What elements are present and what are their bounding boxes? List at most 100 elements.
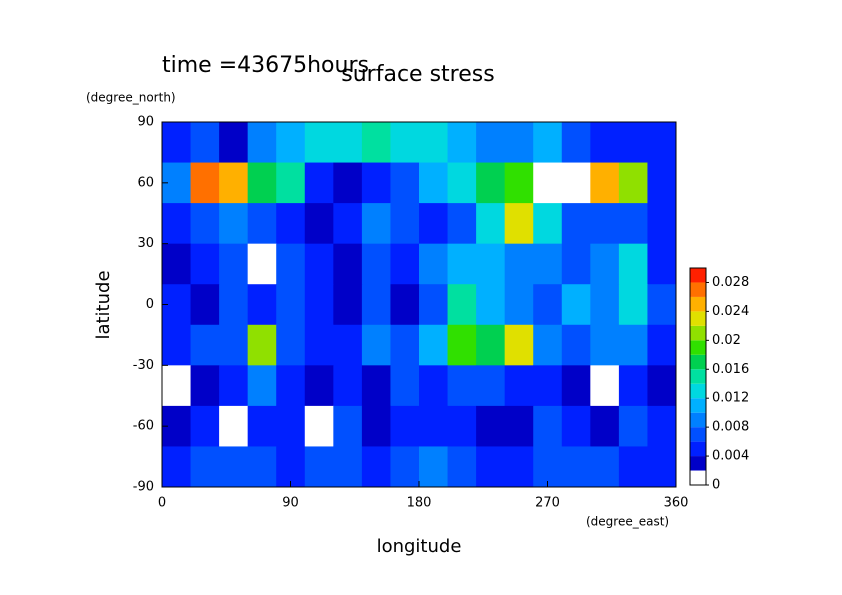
- field-cell: [190, 324, 220, 366]
- x-tick-label: 270: [535, 496, 560, 511]
- y-axis-label: latitude: [93, 270, 114, 339]
- field-cell: [390, 284, 420, 326]
- field-cell: [247, 365, 277, 407]
- field-cell: [361, 284, 391, 326]
- field-cell: [618, 405, 648, 447]
- field-cell: [419, 243, 449, 285]
- colorbar-tick-label: 0.008: [712, 420, 749, 435]
- field-cell: [533, 365, 563, 407]
- field-cell: [476, 405, 506, 447]
- field-cell: [647, 365, 677, 407]
- field-cell: [162, 446, 192, 488]
- colorbar-tick-label: 0.028: [712, 275, 749, 290]
- field-cell: [190, 365, 220, 407]
- field-cell: [219, 284, 249, 326]
- x-axis-label: longitude: [377, 536, 462, 557]
- colorbar-band: [690, 282, 706, 297]
- colorbar-tick-label: 0.02: [712, 333, 741, 348]
- field-cell: [618, 365, 648, 407]
- field-cell: [276, 243, 306, 285]
- field-cell: [219, 122, 249, 164]
- field-cell: [504, 203, 534, 245]
- field-cell: [304, 284, 334, 326]
- field-cell: [533, 405, 563, 447]
- field-cell: [618, 324, 648, 366]
- field-cell: [247, 446, 277, 488]
- colorbar-tick-label: 0.004: [712, 449, 749, 464]
- y-tick-label: -30: [133, 358, 154, 373]
- field-cell: [247, 284, 277, 326]
- field-cell: [361, 446, 391, 488]
- field-cell: [333, 243, 363, 285]
- y-tick-label: -60: [133, 419, 154, 434]
- field-cell: [304, 446, 334, 488]
- field-cell: [304, 203, 334, 245]
- x-tick-label: 90: [282, 496, 299, 511]
- y-tick-label: 30: [137, 236, 154, 251]
- colorbar-band: [690, 268, 706, 283]
- field-cell: [504, 122, 534, 164]
- field-cell: [333, 365, 363, 407]
- field-cell: [561, 405, 591, 447]
- field-cell: [504, 284, 534, 326]
- field-cell: [590, 284, 620, 326]
- colorbar-tick-label: 0.024: [712, 304, 749, 319]
- field-cell: [504, 405, 534, 447]
- field: [162, 122, 677, 488]
- colorbar-band: [690, 340, 706, 355]
- field-cell: [504, 243, 534, 285]
- field-cell: [561, 284, 591, 326]
- colorbar-band: [690, 325, 706, 341]
- y-unit: (degree_north): [86, 91, 176, 105]
- field-cell: [276, 365, 306, 407]
- field-cell: [476, 162, 506, 204]
- colorbar-frame: [689, 267, 707, 486]
- field-cell: [533, 446, 563, 488]
- field-cell: [561, 365, 591, 407]
- field-cell: [476, 284, 506, 326]
- field-cell: [476, 446, 506, 488]
- field-cell: [219, 365, 249, 407]
- field-cell: [390, 324, 420, 366]
- field-cell: [190, 122, 220, 164]
- field-cell: [219, 446, 249, 488]
- field-cell: [190, 446, 220, 488]
- field-cell: [561, 324, 591, 366]
- field-cell: [190, 162, 220, 204]
- field-cell: [361, 324, 391, 366]
- field-cell: [390, 122, 420, 164]
- field-cell: [590, 162, 620, 204]
- y-tick-label: 60: [137, 175, 154, 190]
- field-cell: [419, 122, 449, 164]
- field-cell: [276, 405, 306, 447]
- field-cell: [333, 122, 363, 164]
- field-cell: [618, 122, 648, 164]
- field-cell: [533, 122, 563, 164]
- field-cell: [361, 405, 391, 447]
- field-cell: [247, 122, 277, 164]
- field-cell: [533, 284, 563, 326]
- field-cell: [333, 405, 363, 447]
- field-cell: [504, 365, 534, 407]
- colorbar-band: [690, 398, 706, 413]
- field-cell: [276, 324, 306, 366]
- field-cell: [447, 446, 477, 488]
- field-cell: [647, 284, 677, 326]
- field-cell: [304, 243, 334, 285]
- field-cell: [419, 203, 449, 245]
- field-cell: [219, 324, 249, 366]
- colorbar-tick-label: 0.012: [712, 391, 749, 406]
- field-cell: [561, 243, 591, 285]
- field-cell: [561, 122, 591, 164]
- x-tick-label: 180: [407, 496, 432, 511]
- chart-subtitle: surface stress: [341, 62, 494, 87]
- field-cell: [276, 203, 306, 245]
- field-cell: [419, 284, 449, 326]
- field-cell: [333, 203, 363, 245]
- field-cell: [162, 324, 192, 366]
- colorbar-band: [690, 412, 706, 428]
- colorbar-band: [690, 441, 706, 457]
- field-cell: [390, 365, 420, 407]
- field-cell: [561, 203, 591, 245]
- field-cell: [333, 162, 363, 204]
